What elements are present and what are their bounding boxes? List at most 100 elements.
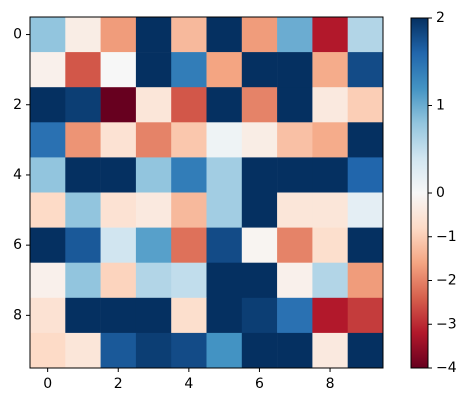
heatmap-cell [277, 192, 313, 228]
heatmap-cell [171, 157, 207, 193]
colorbar-tick-label: −1 [436, 229, 457, 245]
heatmap-cell [100, 52, 137, 88]
heatmap-cell [100, 87, 137, 123]
heatmap-cell [312, 52, 348, 88]
heatmap-cell [135, 227, 172, 263]
y-tick-label: 4 [13, 167, 22, 183]
heatmap-cell [312, 157, 348, 193]
heatmap-cell [30, 87, 66, 123]
heatmap-cell [347, 192, 384, 228]
heatmap-cell [241, 52, 278, 88]
heatmap-cell [135, 52, 172, 88]
heatmap-cell [312, 87, 348, 123]
heatmap-cell [241, 332, 278, 369]
heatmap-cell [65, 122, 101, 158]
heatmap-cell [241, 192, 278, 228]
heatmap-cell [135, 122, 172, 158]
heatmap-cell [277, 332, 313, 369]
heatmap-cell [171, 192, 207, 228]
heatmap-cell [100, 227, 137, 263]
heatmap-cell [171, 262, 207, 299]
y-tick-label: 8 [13, 307, 22, 323]
heatmap-cell [30, 262, 66, 299]
heatmap-cell [65, 262, 101, 299]
heatmap-cell [277, 262, 313, 299]
heatmap-cell [277, 52, 313, 88]
heatmap-cell [241, 17, 278, 53]
x-tick-label: 0 [43, 376, 52, 392]
heatmap-cell [100, 262, 137, 299]
heatmap-cell [206, 227, 243, 263]
heatmap-cell [100, 332, 137, 369]
colorbar-tick-label: 1 [436, 98, 445, 114]
heatmap-cell [312, 122, 348, 158]
heatmap-cell [30, 297, 66, 334]
heatmap-cell [65, 157, 101, 193]
heatmap-cell [65, 52, 101, 88]
x-tick-label: 6 [255, 376, 264, 392]
heatmap-cell [277, 227, 313, 263]
heatmap-cell [241, 157, 278, 193]
heatmap-cell [100, 297, 137, 334]
heatmap-cell [312, 262, 348, 299]
heatmap-cell [241, 87, 278, 123]
heatmap-cell [135, 87, 172, 123]
heatmap-cell [206, 87, 243, 123]
heatmap-cell [347, 87, 384, 123]
heatmap-cell [312, 192, 348, 228]
heatmap-cell [171, 17, 207, 53]
heatmap-cell [206, 157, 243, 193]
heatmap-cell [206, 52, 243, 88]
heatmap-cell [30, 192, 66, 228]
heatmap-cell [312, 227, 348, 263]
heatmap-cell [206, 262, 243, 299]
colorbar-tick-label: 2 [436, 10, 445, 26]
heatmap-cell [65, 17, 101, 53]
heatmap-cell [100, 17, 137, 53]
colorbar [410, 17, 429, 369]
heatmap-cell [65, 297, 101, 334]
heatmap-cell [65, 227, 101, 263]
heatmap-cell [171, 122, 207, 158]
heatmap-cell [312, 332, 348, 369]
heatmap-cell [277, 87, 313, 123]
heatmap-cell [347, 332, 384, 369]
colorbar-tick-label: 0 [436, 185, 445, 201]
heatmap-cell [30, 332, 66, 369]
heatmap-cell [135, 157, 172, 193]
heatmap-cell [100, 122, 137, 158]
heatmap-cell [135, 262, 172, 299]
heatmap-cell [65, 332, 101, 369]
heatmap-cell [347, 157, 384, 193]
heatmap-cell [135, 17, 172, 53]
heatmap-cell [277, 122, 313, 158]
heatmap-cell [206, 122, 243, 158]
heatmap-cell [30, 52, 66, 88]
heatmap-cell [171, 52, 207, 88]
heatmap-cell [30, 17, 66, 53]
heatmap-cell [206, 17, 243, 53]
heatmap-cell [241, 227, 278, 263]
heatmap-cell [135, 192, 172, 228]
heatmap-cell [206, 192, 243, 228]
heatmap-cell [206, 332, 243, 369]
y-tick-label: 0 [13, 27, 22, 43]
heatmap-cell [30, 157, 66, 193]
heatmap-cell [312, 17, 348, 53]
heatmap-cell [171, 332, 207, 369]
heatmap-cell [171, 87, 207, 123]
heatmap-cell [241, 262, 278, 299]
heatmap-cell [171, 227, 207, 263]
heatmap-cell [312, 297, 348, 334]
heatmap-cell [241, 122, 278, 158]
colorbar-tick-label: −4 [436, 360, 457, 376]
y-tick-label: 2 [13, 97, 22, 113]
heatmap-cell [100, 192, 137, 228]
x-tick-label: 4 [184, 376, 193, 392]
heatmap-cell [30, 227, 66, 263]
heatmap-cell [277, 297, 313, 334]
heatmap-cell [277, 157, 313, 193]
x-tick-label: 8 [326, 376, 335, 392]
heatmap-cell [30, 122, 66, 158]
